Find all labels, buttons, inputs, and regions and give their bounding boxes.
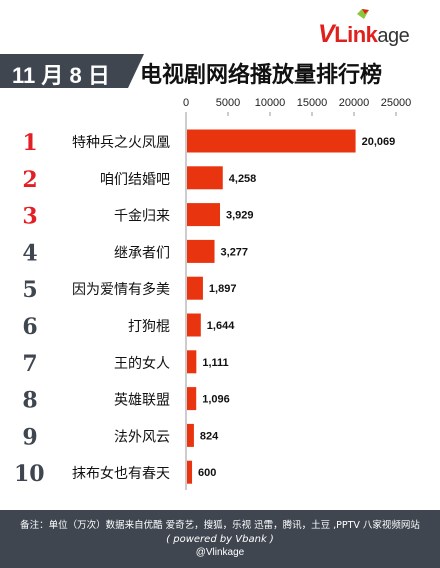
category-label: 王的女人 xyxy=(114,355,170,372)
x-tick-label: 20000 xyxy=(339,97,370,109)
chart-row: 3 千金归来 3,929 xyxy=(22,203,254,230)
category-label: 特种兵之火凤凰 xyxy=(72,135,170,151)
rank-number: 8 xyxy=(22,388,37,414)
value-label: 1,897 xyxy=(209,283,237,295)
category-label: 英雄联盟 xyxy=(114,392,170,409)
bar-chart: 0 5000 10000 15000 20000 25000 1 特种兵之火凤凰 20,069… xyxy=(14,97,411,490)
x-tick-label: 5000 xyxy=(216,97,240,109)
x-axis: 0 5000 10000 15000 20000 25000 xyxy=(183,97,411,490)
category-label: 抹布女也有春天 xyxy=(72,465,170,482)
chart-row: 9 法外风云 824 xyxy=(22,423,219,450)
category-label: 千金归来 xyxy=(114,208,170,225)
chart-row: 8 英雄联盟 1,096 xyxy=(22,387,230,414)
rank-number: 9 xyxy=(22,424,37,450)
value-label: 824 xyxy=(200,430,219,442)
category-label: 法外风云 xyxy=(114,429,170,445)
x-tick-label: 10000 xyxy=(255,97,286,109)
category-label: 打狗棍 xyxy=(128,318,170,335)
rank-number: 4 xyxy=(22,240,37,266)
bar xyxy=(187,239,215,263)
bar xyxy=(187,423,194,447)
value-label: 3,929 xyxy=(226,210,254,222)
bar xyxy=(187,166,223,190)
chart-row: 10 抹布女也有春天 600 xyxy=(14,460,216,487)
chart-row: 4 继承者们 3,277 xyxy=(22,239,249,266)
value-label: 600 xyxy=(198,467,216,479)
value-label: 1,644 xyxy=(207,320,235,332)
value-label: 1,096 xyxy=(202,394,230,406)
bar xyxy=(187,313,201,337)
rank-number: 10 xyxy=(14,461,45,487)
page-title: 电视剧网络播放量排行榜 xyxy=(140,63,383,88)
rank-number: 3 xyxy=(22,204,37,230)
x-tick-label: 15000 xyxy=(297,97,328,109)
bar xyxy=(187,460,193,484)
value-label: 3,277 xyxy=(221,246,249,258)
value-label: 20,069 xyxy=(362,136,396,148)
x-tick-label: 0 xyxy=(183,97,189,109)
date-text: 11 月 8 日 xyxy=(12,63,110,88)
category-label: 咱们结婚吧 xyxy=(100,172,170,188)
rank-number: 7 xyxy=(22,351,37,377)
bar xyxy=(187,203,221,227)
footer-powered: ( powered by Vbank ) xyxy=(166,534,274,545)
vlinkage-logo: VLinkage xyxy=(318,20,410,48)
x-tick-label: 25000 xyxy=(381,97,412,109)
rank-number: 5 xyxy=(22,277,37,303)
rank-number: 1 xyxy=(22,130,37,156)
chart-row: 2 咱们结婚吧 4,258 xyxy=(22,166,256,193)
rank-number: 2 xyxy=(22,167,37,193)
category-label: 继承者们 xyxy=(114,245,170,261)
chart-rows: 1 特种兵之火凤凰 20,069 2 咱们结婚吧 4,258 3 千金归来 3,929 4 继承者们… xyxy=(14,129,396,487)
date-badge: 11 月 8 日 xyxy=(0,54,144,88)
value-label: 4,258 xyxy=(229,173,257,185)
chart-row: 6 打狗棍 1,644 xyxy=(22,313,235,340)
footer-note: 备注：单位（万次）数据来自优酷 爱奇艺，搜狐，乐视 迅雷，腾讯，土豆 ,PPTV… xyxy=(20,520,420,531)
footer: 备注：单位（万次）数据来自优酷 爱奇艺，搜狐，乐视 迅雷，腾讯，土豆 ,PPTV… xyxy=(0,510,440,568)
value-label: 1,111 xyxy=(202,357,228,369)
category-label: 因为爱情有多美 xyxy=(72,281,170,298)
chart-row: 5 因为爱情有多美 1,897 xyxy=(22,276,237,303)
rank-number: 6 xyxy=(22,314,37,340)
chart-row: 7 王的女人 1,111 xyxy=(22,350,229,377)
bar xyxy=(187,129,356,153)
logo-mark-icon xyxy=(357,9,369,19)
bar xyxy=(187,276,203,300)
chart-row: 1 特种兵之火凤凰 20,069 xyxy=(22,129,396,156)
bar xyxy=(187,350,197,374)
bar xyxy=(187,387,197,411)
footer-handle: @Vlinkage xyxy=(195,547,245,558)
